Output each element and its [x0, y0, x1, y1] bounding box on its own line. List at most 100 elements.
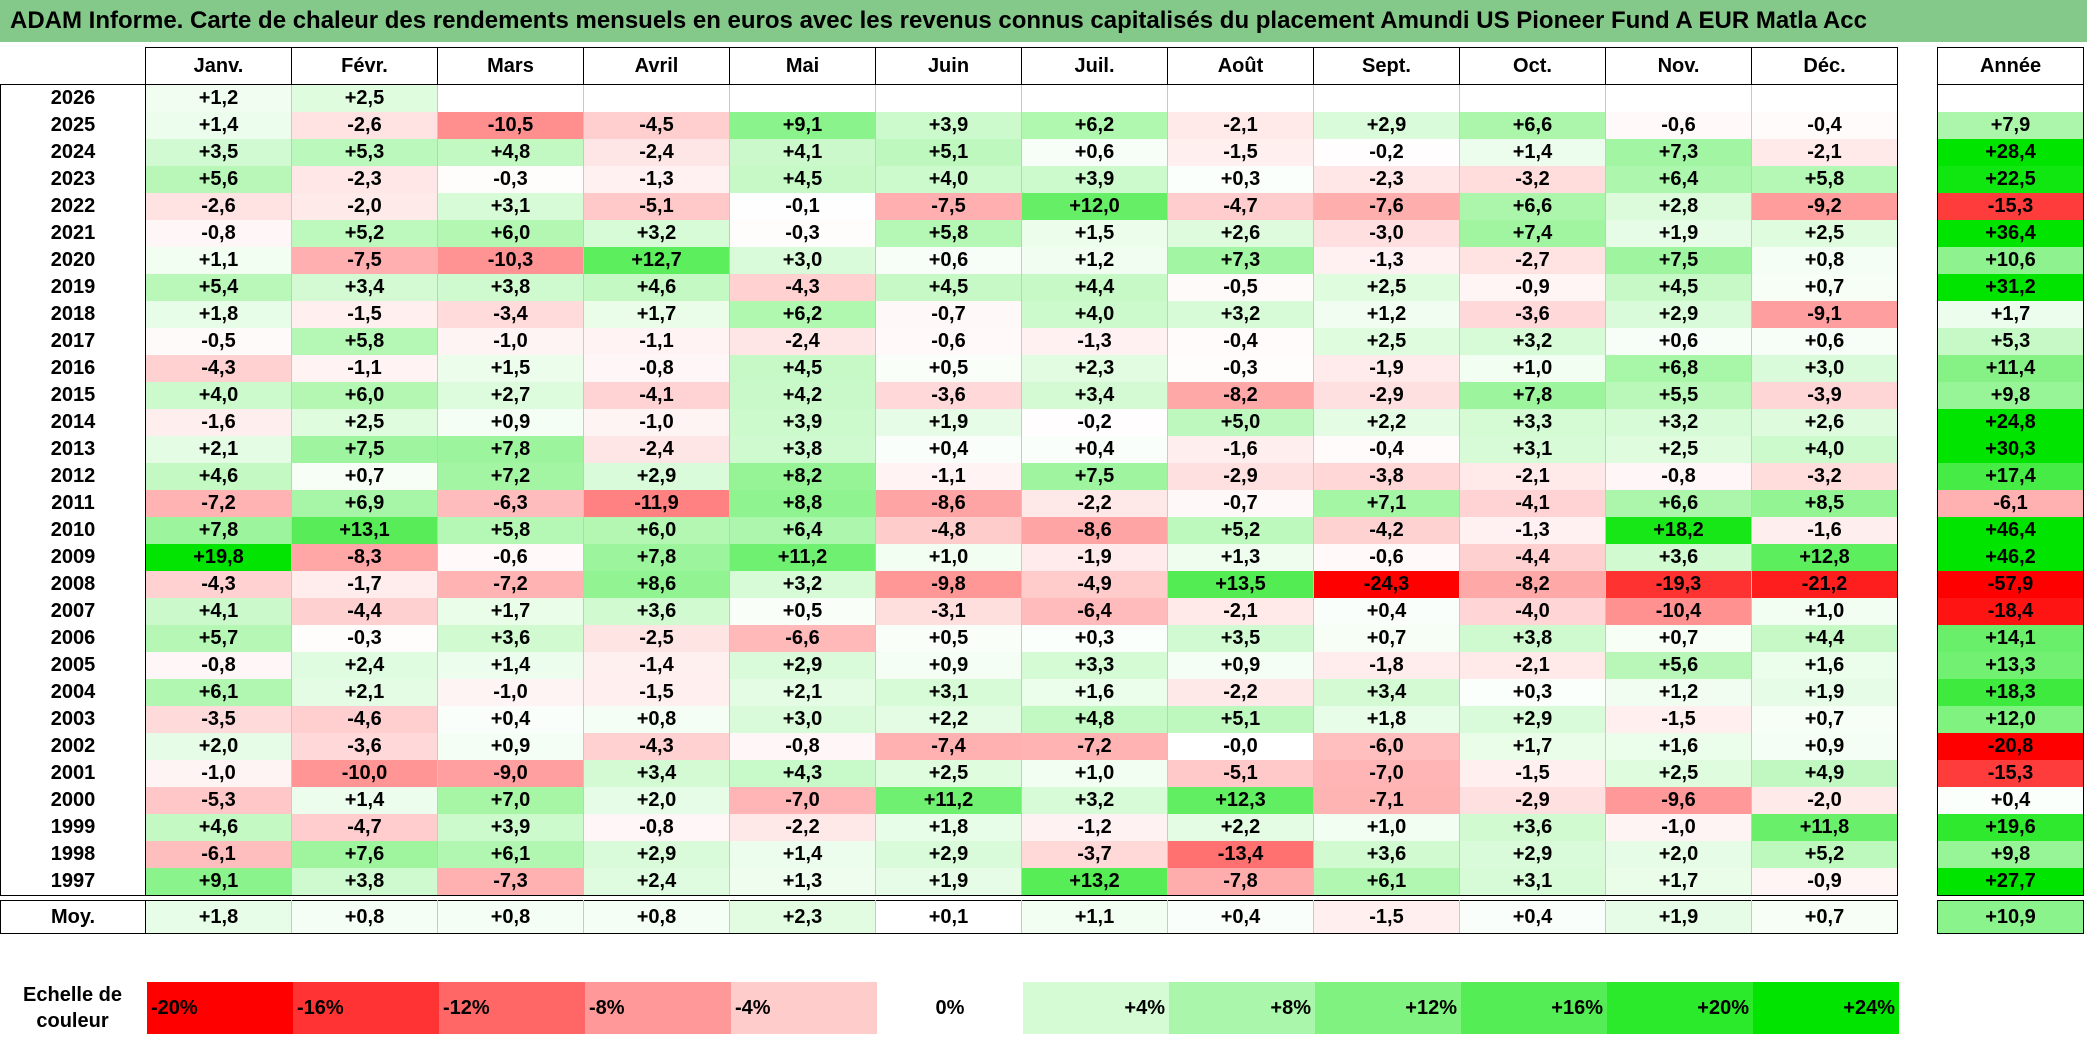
heatmap-cell: +7,8	[583, 544, 730, 571]
annual-cell: -20,8	[1937, 733, 2084, 760]
heatmap-cell: -1,6	[1751, 517, 1898, 544]
heatmap-cell: +7,3	[1167, 247, 1314, 274]
heatmap-cell: +7,2	[437, 463, 584, 490]
heatmap-cell: -3,1	[875, 598, 1022, 625]
heatmap-cell: -7,2	[1021, 733, 1168, 760]
heatmap-cell: +5,1	[875, 139, 1022, 166]
year-row: 1999 +4,6 -4,7 +3,9 -0,8 -2,2 +1,8 -1,2 +2,2 +1,0…	[0, 814, 1898, 841]
heatmap-cell: +8,2	[729, 463, 876, 490]
annual-cell: -57,9	[1937, 571, 2084, 598]
heatmap-cell: -3,8	[1313, 463, 1460, 490]
heatmap-cell	[1021, 84, 1168, 112]
heatmap-cell: -2,1	[1751, 139, 1898, 166]
heatmap-cell: -8,2	[1167, 382, 1314, 409]
heatmap-cell: +4,6	[583, 274, 730, 301]
heatmap-cell: -2,9	[1313, 382, 1460, 409]
heatmap-cell: +0,4	[1313, 598, 1460, 625]
heatmap-cell: -4,9	[1021, 571, 1168, 598]
annual-cell: +14,1	[1937, 625, 2084, 652]
heatmap-cell: -10,5	[437, 112, 584, 139]
heatmap-cell: +0,5	[729, 598, 876, 625]
heatmap-cell: +1,9	[1751, 679, 1898, 706]
heatmap-cell: +1,4	[145, 112, 292, 139]
heatmap-cell: -10,0	[291, 760, 438, 787]
heatmap-cell: +3,2	[583, 220, 730, 247]
heatmap-cell: +4,0	[1021, 301, 1168, 328]
scale-swatch: 0%	[877, 982, 1023, 1034]
heatmap-cell: -1,2	[1021, 814, 1168, 841]
heatmap-cell: -21,2	[1751, 571, 1898, 598]
heatmap-cell	[1751, 84, 1898, 112]
year-row: 2025 +1,4 -2,6 -10,5 -4,5 +9,1 +3,9 +6,2 -2,1 +2,…	[0, 112, 1898, 139]
heatmap-cell: +2,5	[1605, 760, 1752, 787]
heatmap-cell: +2,9	[729, 652, 876, 679]
heatmap-cell: -4,0	[1459, 598, 1606, 625]
year-row: 2011 -7,2 +6,9 -6,3 -11,9 +8,8 -8,6 -2,2 -0,7 +7,…	[0, 490, 1898, 517]
heatmap-cell: +3,6	[437, 625, 584, 652]
heatmap-cell: -0,8	[729, 733, 876, 760]
heatmap-cell: +0,5	[875, 355, 1022, 382]
heatmap-cell: +3,9	[437, 814, 584, 841]
heatmap-cell: +2,9	[1459, 841, 1606, 868]
average-cell: +0,4	[1167, 900, 1314, 934]
heatmap-cell: +1,2	[1313, 301, 1460, 328]
heatmap-cell: +2,9	[1459, 706, 1606, 733]
heatmap-cell: -0,3	[291, 625, 438, 652]
heatmap-cell: +0,7	[291, 463, 438, 490]
heatmap-cell: +3,0	[1751, 355, 1898, 382]
heatmap-cell: -4,1	[583, 382, 730, 409]
heatmap-cell: -3,4	[437, 301, 584, 328]
heatmap-cell: +3,1	[1459, 868, 1606, 896]
month-header: Nov.	[1605, 47, 1752, 85]
heatmap-cell: -7,5	[875, 193, 1022, 220]
heatmap-cell: -0,8	[145, 652, 292, 679]
heatmap-cell: -2,4	[729, 328, 876, 355]
annual-cell: +31,2	[1937, 274, 2084, 301]
heatmap-cell: +4,8	[1021, 706, 1168, 733]
heatmap-cell: +0,9	[1167, 652, 1314, 679]
heatmap-cell: +7,8	[1459, 382, 1606, 409]
average-cell: +0,8	[437, 900, 584, 934]
heatmap-cell: -1,6	[1167, 436, 1314, 463]
scale-swatch: -16%	[293, 982, 439, 1034]
heatmap-cell: -1,0	[437, 328, 584, 355]
heatmap-cell: -7,2	[437, 571, 584, 598]
heatmap-cell: -4,1	[1459, 490, 1606, 517]
heatmap-cell: -8,3	[291, 544, 438, 571]
heatmap-cell: -9,0	[437, 760, 584, 787]
heatmap-cell: -0,9	[1751, 868, 1898, 896]
year-label: 2015	[0, 382, 146, 409]
heatmap-cell: +0,6	[1021, 139, 1168, 166]
heatmap-cell: +0,8	[1751, 247, 1898, 274]
scale-swatch: +24%	[1753, 982, 1899, 1034]
year-label: 2006	[0, 625, 146, 652]
heatmap-cell: -11,9	[583, 490, 730, 517]
heatmap-cell: +11,2	[875, 787, 1022, 814]
year-row: 2002 +2,0 -3,6 +0,9 -4,3 -0,8 -7,4 -7,2 -0,0 -6,0…	[0, 733, 1898, 760]
heatmap-cell: +7,3	[1605, 139, 1752, 166]
heatmap-cell: +1,6	[1605, 733, 1752, 760]
heatmap-cell: -6,3	[437, 490, 584, 517]
heatmap-cell: +3,0	[729, 706, 876, 733]
heatmap-cell: +3,9	[875, 112, 1022, 139]
year-row: 1998 -6,1 +7,6 +6,1 +2,9 +1,4 +2,9 -3,7 -13,4 +3,…	[0, 841, 1898, 868]
heatmap-cell: +0,7	[1313, 625, 1460, 652]
heatmap-cell: +4,5	[875, 274, 1022, 301]
annual-cell: +5,3	[1937, 328, 2084, 355]
heatmap-cell: +0,6	[1605, 328, 1752, 355]
heatmap-cell: +9,1	[729, 112, 876, 139]
year-row: 2010 +7,8 +13,1 +5,8 +6,0 +6,4 -4,8 -8,6 +5,2 -4,…	[0, 517, 1898, 544]
heatmap-cell: -0,0	[1167, 733, 1314, 760]
heatmap-cell: +6,4	[1605, 166, 1752, 193]
heatmap-cell: +2,9	[1605, 301, 1752, 328]
heatmap-cell: -0,5	[1167, 274, 1314, 301]
heatmap-cell: -4,3	[145, 355, 292, 382]
heatmap-cell: -2,0	[1751, 787, 1898, 814]
heatmap-cell: +11,2	[729, 544, 876, 571]
heatmap-cell: +7,0	[437, 787, 584, 814]
heatmap-cell: +3,4	[1021, 382, 1168, 409]
heatmap-cell: +2,9	[875, 841, 1022, 868]
year-label: 2019	[0, 274, 146, 301]
heatmap-cell: -1,3	[1459, 517, 1606, 544]
heatmap-cell: -10,4	[1605, 598, 1752, 625]
